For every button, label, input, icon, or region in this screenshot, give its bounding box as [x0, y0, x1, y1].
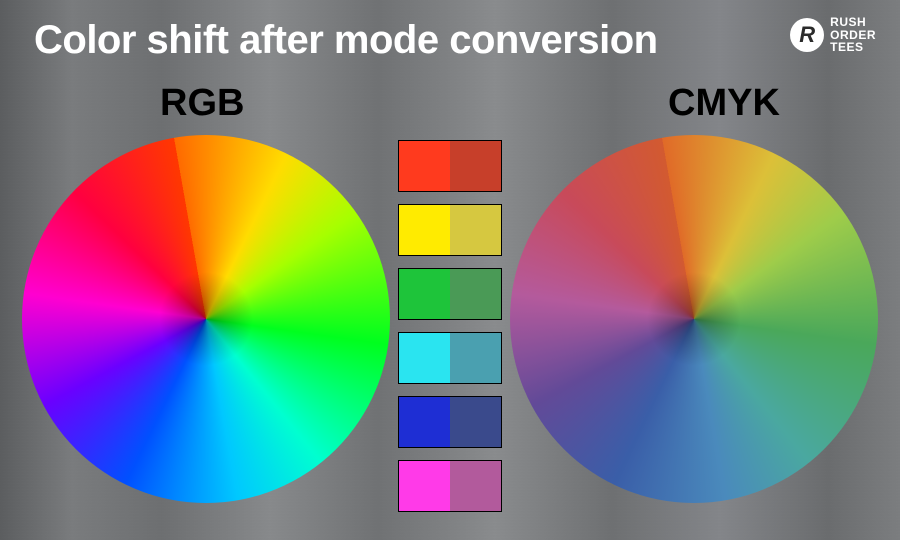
swatch-cmyk [450, 461, 501, 511]
swatch-rgb [399, 141, 450, 191]
wheel-center-fade-cmyk [510, 135, 878, 503]
swatch-rgb [399, 333, 450, 383]
swatch-pair [398, 268, 502, 320]
swatch-cmyk [450, 333, 501, 383]
logo-line-1: RUSH [830, 16, 876, 29]
swatch-pair [398, 396, 502, 448]
swatch-rgb [399, 461, 450, 511]
swatch-pair [398, 332, 502, 384]
label-cmyk: CMYK [668, 82, 780, 125]
logo-text: RUSH ORDER TEES [830, 16, 876, 54]
logo-mark: R [790, 18, 824, 52]
swatch-pair [398, 460, 502, 512]
color-wheel-rgb [22, 135, 390, 503]
swatch-comparison-column [398, 140, 502, 512]
swatch-pair [398, 140, 502, 192]
page-title: Color shift after mode conversion [34, 18, 658, 63]
swatch-rgb [399, 205, 450, 255]
swatch-rgb [399, 397, 450, 447]
wheel-center-fade-rgb [22, 135, 390, 503]
swatch-cmyk [450, 141, 501, 191]
swatch-cmyk [450, 205, 501, 255]
logo-line-3: TEES [830, 41, 876, 54]
swatch-rgb [399, 269, 450, 319]
swatch-cmyk [450, 269, 501, 319]
label-rgb: RGB [160, 82, 244, 125]
color-wheel-cmyk [510, 135, 878, 503]
brand-logo: R RUSH ORDER TEES [790, 16, 876, 54]
swatch-cmyk [450, 397, 501, 447]
swatch-pair [398, 204, 502, 256]
